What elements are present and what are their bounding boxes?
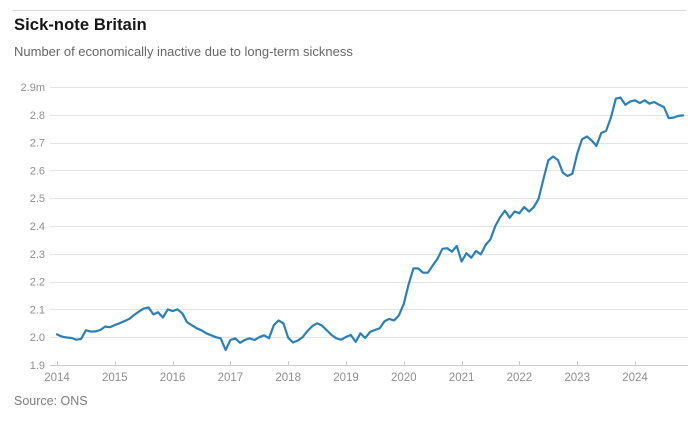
x-axis-label: 2023 <box>564 372 590 384</box>
y-axis-label: 2.0 <box>30 332 45 344</box>
x-axis-label: 2018 <box>275 372 301 384</box>
y-axis-label: 2.9m <box>21 82 45 94</box>
x-axis-label: 2016 <box>160 372 186 384</box>
y-axis-label: 2.3 <box>30 249 45 261</box>
y-axis-label: 2.2 <box>30 277 45 289</box>
y-axis-label: 2.5 <box>30 193 45 205</box>
y-axis-label: 2.7 <box>30 138 45 150</box>
top-divider <box>12 10 686 11</box>
x-axis-label: 2024 <box>622 372 648 384</box>
y-axis-label: 2.8 <box>30 110 45 122</box>
chart-header: Sick-note Britain Number of economically… <box>14 16 353 59</box>
x-axis-label: 2020 <box>391 372 417 384</box>
x-axis-label: 2022 <box>507 372 533 384</box>
x-axis-label: 2021 <box>449 372 475 384</box>
data-line <box>55 96 685 352</box>
page-title: Sick-note Britain <box>14 16 147 34</box>
y-axis-label: 2.6 <box>30 165 45 177</box>
y-axis-label: 1.9 <box>30 360 45 372</box>
y-axis-label: 2.4 <box>30 221 45 233</box>
x-axis-label: 2017 <box>218 372 244 384</box>
x-axis-label: 2014 <box>44 372 70 384</box>
x-axis-label: 2019 <box>333 372 359 384</box>
y-axis-label: 2.1 <box>30 304 45 316</box>
page-subtitle: Number of economically inactive due to l… <box>14 44 353 59</box>
source-note: Source: ONS <box>14 394 88 408</box>
x-axis-label: 2015 <box>102 372 128 384</box>
